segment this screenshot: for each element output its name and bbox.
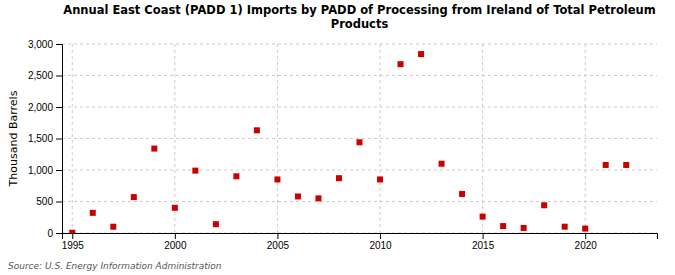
y-axis-tick-label: 0 <box>47 228 53 239</box>
x-axis-tick-mark <box>277 233 278 239</box>
grid-line-y <box>62 138 657 139</box>
title: Annual East Coast (PADD 1) Imports by PA… <box>63 3 656 31</box>
x-axis-tick-label: 2010 <box>369 240 392 251</box>
point <box>623 162 629 168</box>
x-axis-tick-label: 1995 <box>62 240 85 251</box>
x-axis-tick: 2000 <box>164 233 187 251</box>
x-axis-tick: 2015 <box>472 233 495 251</box>
point <box>377 176 383 182</box>
x-axis-tick: 1995 <box>62 233 85 251</box>
y-axis-tick-mark <box>56 76 62 77</box>
x-axis-line <box>63 234 658 240</box>
y-axis-tick-label: 500 <box>36 196 53 207</box>
points <box>69 51 629 233</box>
grid-line-x <box>380 44 381 233</box>
x-axis-tick-label: 2000 <box>164 240 187 251</box>
chart: 1995 2000 2005 2010 2015 2020 0 500 1,000 1,500 2,… <box>0 0 675 275</box>
point <box>541 202 547 208</box>
point <box>480 214 486 220</box>
point <box>521 225 527 231</box>
y-axis-tick-mark <box>56 107 62 108</box>
plot: 1995 2000 2005 2010 2015 2020 0 500 1,000 1,500 2,… <box>28 39 658 251</box>
point <box>274 176 280 182</box>
grid-line-y <box>62 75 657 76</box>
x-axis-tick: 2020 <box>575 233 598 251</box>
point <box>315 195 321 201</box>
point <box>254 127 260 133</box>
point <box>582 226 588 232</box>
grid-line-y <box>62 170 657 171</box>
y-axis-tick-mark <box>56 202 62 203</box>
point <box>418 51 424 57</box>
x-axis-tick-mark <box>380 233 381 239</box>
y-axis-tick: 2,000 <box>28 102 62 113</box>
y-axis: 0 500 1,000 1,500 2,000 2,500 3,000 <box>28 39 63 239</box>
point <box>110 224 116 230</box>
y-axis-tick-mark <box>56 170 62 171</box>
x-axis-tick-label: 2005 <box>267 240 290 251</box>
y-axis-title: Thousand Barrels <box>7 90 20 187</box>
x-axis-tick-mark <box>175 233 176 239</box>
x-axis-tick: 2005 <box>267 233 290 251</box>
y-axis-tick-label: 3,000 <box>28 39 53 50</box>
y-axis-tick-label: 1,000 <box>28 165 53 176</box>
y-axis-tick: 500 <box>36 196 62 207</box>
y-axis-tick: 2,500 <box>28 70 62 81</box>
x-axis-tick-mark <box>72 233 73 239</box>
grid-line-y <box>62 44 657 45</box>
y-axis-tick-mark <box>56 44 62 45</box>
grid-line-x <box>277 44 278 233</box>
grid-line-x <box>174 44 175 233</box>
title-line: Products <box>331 17 389 31</box>
x-axis: 1995 2000 2005 2010 2015 2020 <box>62 233 658 251</box>
x-axis-tick-mark <box>483 233 484 239</box>
grid-line-x <box>72 44 73 233</box>
point <box>459 191 465 197</box>
point <box>562 224 568 230</box>
y-axis-line <box>56 45 63 234</box>
point <box>500 223 506 229</box>
grid-line-y <box>62 107 657 108</box>
grid-line-x <box>585 44 586 233</box>
y-axis-tick-label: 2,500 <box>28 70 53 81</box>
grid <box>62 44 657 233</box>
point <box>357 139 363 145</box>
x-axis-tick-mark <box>585 233 586 239</box>
y-axis-tick: 3,000 <box>28 39 62 50</box>
point <box>69 230 75 233</box>
y-axis-tick-mark <box>56 139 62 140</box>
point <box>192 168 198 174</box>
y-axis-tick-label: 2,000 <box>28 102 53 113</box>
y-axis-tick-label: 1,500 <box>28 133 53 144</box>
source-note: Source: U.S. Energy Information Administ… <box>8 261 222 271</box>
point <box>233 173 239 179</box>
point <box>295 193 301 199</box>
y-axis-tick: 0 <box>47 228 62 239</box>
y-axis-tick: 1,500 <box>28 133 62 144</box>
point <box>90 210 96 216</box>
title-line: Annual East Coast (PADD 1) Imports by PA… <box>63 3 656 17</box>
point <box>398 61 404 67</box>
point <box>603 162 609 168</box>
point <box>336 175 342 181</box>
x-axis-tick: 2010 <box>369 233 392 251</box>
point <box>131 194 137 200</box>
y-axis-tick: 1,000 <box>28 165 62 176</box>
point <box>151 146 157 152</box>
x-axis-tick-label: 2020 <box>575 240 598 251</box>
grid-line-y <box>62 201 657 202</box>
point <box>172 205 178 211</box>
x-axis-tick-label: 2015 <box>472 240 495 251</box>
point <box>439 161 445 167</box>
point <box>213 221 219 227</box>
grid-line-x <box>482 44 483 233</box>
y-axis-tick-mark <box>56 233 62 234</box>
